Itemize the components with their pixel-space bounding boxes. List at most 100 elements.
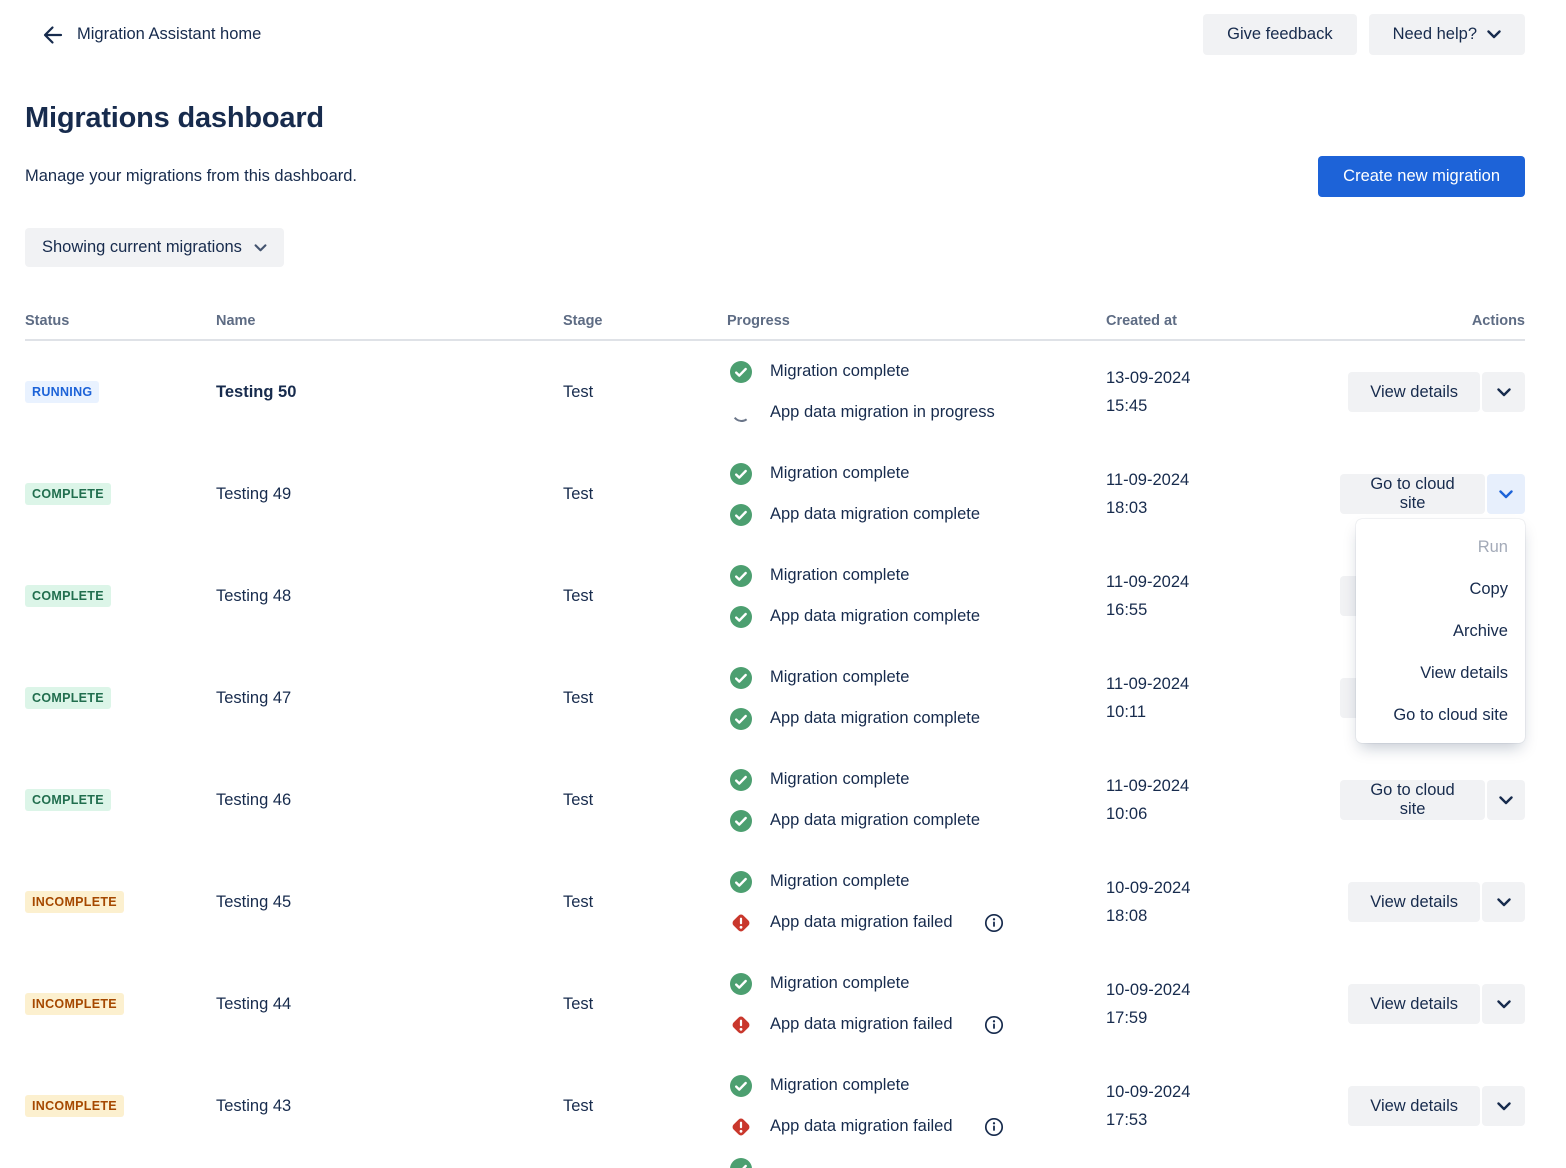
progress-text: Migration complete xyxy=(770,770,910,788)
menu-item-copy[interactable]: Copy xyxy=(1469,580,1508,598)
progress-line: App data migration in progress xyxy=(729,401,1106,425)
chevron-down-icon xyxy=(254,243,267,252)
status-badge: COMPLETE xyxy=(25,483,111,505)
row-action-button[interactable]: Go to cloud site xyxy=(1340,474,1486,514)
success-check-icon xyxy=(729,503,753,527)
created-date: 11-09-2024 xyxy=(1106,573,1190,591)
give-feedback-button[interactable]: Give feedback xyxy=(1203,14,1357,55)
created-date: 10-09-2024 xyxy=(1106,1083,1191,1101)
row-action-chevron-button[interactable] xyxy=(1482,372,1525,412)
success-check-icon xyxy=(729,972,753,996)
created-at-cell: 10-09-2024 17:59 xyxy=(1106,976,1340,1032)
status-badge: COMPLETE xyxy=(25,789,111,811)
info-icon[interactable] xyxy=(984,913,1004,933)
back-link[interactable]: Migration Assistant home xyxy=(41,23,261,47)
row-action-button[interactable]: View details xyxy=(1348,372,1480,412)
progress-line: Migration complete xyxy=(729,1074,1106,1098)
need-help-button[interactable]: Need help? xyxy=(1368,14,1525,55)
status-badge: INCOMPLETE xyxy=(25,993,124,1015)
main-content: Migrations dashboard Manage your migrati… xyxy=(25,102,1525,1157)
menu-item-view-details[interactable]: View details xyxy=(1420,664,1508,682)
migration-name: Testing 45 xyxy=(216,892,292,911)
chevron-down-icon xyxy=(1496,387,1511,397)
progress-text: App data migration failed xyxy=(770,913,953,931)
progress-text: Migration complete xyxy=(770,566,910,584)
progress-cell: Migration complete App data migration in … xyxy=(727,360,1106,425)
column-header-progress: Progress xyxy=(727,313,790,329)
row-action-chevron-button[interactable] xyxy=(1482,1086,1525,1126)
menu-item-run: Run xyxy=(1477,538,1508,556)
column-header-name: Name xyxy=(216,313,256,329)
success-check-icon xyxy=(729,870,753,894)
back-label[interactable]: Migration Assistant home xyxy=(77,25,262,43)
migration-name: Testing 48 xyxy=(216,586,292,605)
progress-text: App data migration failed xyxy=(770,1117,953,1135)
row-action-button[interactable]: Go to cloud site xyxy=(1340,780,1486,820)
topbar: Migration Assistant home Give feedback N… xyxy=(0,0,1566,55)
row-action-chevron-button[interactable] xyxy=(1482,984,1525,1024)
created-date: 11-09-2024 xyxy=(1106,675,1190,693)
chevron-down-icon xyxy=(1496,1101,1511,1111)
success-check-icon xyxy=(729,809,753,833)
menu-item-go-to-cloud-site[interactable]: Go to cloud site xyxy=(1393,706,1508,724)
table-header: Status Name Stage Progress Created at Ac… xyxy=(25,313,1525,341)
migration-name: Testing 50 xyxy=(216,382,297,401)
progress-line: App data migration complete xyxy=(729,605,1106,629)
progress-cell: Migration complete App data migration fai… xyxy=(727,1074,1106,1139)
progress-text: Migration complete xyxy=(770,668,910,686)
progress-line: Migration complete xyxy=(729,462,1106,486)
table-body: RUNNING Testing 50 Test Migration comple… xyxy=(25,341,1525,1157)
success-check-icon xyxy=(729,666,753,690)
column-header-status: Status xyxy=(25,313,70,329)
success-check-icon xyxy=(729,360,753,384)
created-at-cell: 10-09-2024 17:53 xyxy=(1106,1078,1340,1134)
success-check-icon xyxy=(729,605,753,629)
status-badge: COMPLETE xyxy=(25,687,111,709)
progress-cell: Migration complete App data migration fai… xyxy=(727,972,1106,1037)
migration-name: Testing 47 xyxy=(216,688,292,707)
created-date: 11-09-2024 xyxy=(1106,777,1190,795)
created-date: 13-09-2024 xyxy=(1106,369,1191,387)
progress-line: Migration complete xyxy=(729,870,1106,894)
row-action-chevron-button[interactable] xyxy=(1482,882,1525,922)
created-at-cell: 13-09-2024 15:45 xyxy=(1106,364,1340,420)
migration-stage: Test xyxy=(563,688,594,707)
row-action-button[interactable]: View details xyxy=(1348,882,1480,922)
progress-text: Migration complete xyxy=(770,464,910,482)
created-date: 10-09-2024 xyxy=(1106,879,1191,897)
progress-cell: Migration complete App data migration fai… xyxy=(727,870,1106,935)
chevron-down-icon xyxy=(1496,897,1511,907)
progress-text: App data migration complete xyxy=(770,709,981,727)
row-action-button[interactable]: View details xyxy=(1348,984,1480,1024)
row-action-chevron-button[interactable] xyxy=(1487,474,1525,514)
in-progress-spinner-icon xyxy=(729,401,753,425)
created-time: 17:53 xyxy=(1106,1111,1148,1129)
progress-line: App data migration failed xyxy=(729,911,1106,935)
migration-name: Testing 46 xyxy=(216,790,292,809)
progress-line: App data migration complete xyxy=(729,707,1106,731)
menu-item-archive[interactable]: Archive xyxy=(1452,622,1508,640)
back-arrow-icon[interactable] xyxy=(41,23,65,47)
error-diamond-icon xyxy=(729,911,753,935)
migration-stage: Test xyxy=(563,892,594,911)
progress-line: App data migration complete xyxy=(729,809,1106,833)
created-at-cell: 11-09-2024 10:11 xyxy=(1106,670,1340,726)
row-action-chevron-button[interactable] xyxy=(1487,780,1525,820)
table-row: RUNNING Testing 50 Test Migration comple… xyxy=(25,341,1525,443)
created-time: 15:45 xyxy=(1106,397,1148,415)
migration-stage: Test xyxy=(563,790,594,809)
created-date: 10-09-2024 xyxy=(1106,981,1191,999)
progress-text: App data migration complete xyxy=(770,505,981,523)
info-icon[interactable] xyxy=(984,1015,1004,1035)
row-action-button[interactable]: View details xyxy=(1348,1086,1480,1126)
migration-stage: Test xyxy=(563,484,594,503)
need-help-label: Need help? xyxy=(1392,25,1477,43)
next-row-success-icon xyxy=(729,1157,753,1168)
migrations-filter-dropdown[interactable]: Showing current migrations xyxy=(25,228,284,267)
migration-stage: Test xyxy=(563,382,594,401)
created-at-cell: 10-09-2024 18:08 xyxy=(1106,874,1340,930)
progress-line: App data migration failed xyxy=(729,1115,1106,1139)
create-new-migration-button[interactable]: Create new migration xyxy=(1318,156,1525,197)
info-icon[interactable] xyxy=(984,1117,1004,1137)
